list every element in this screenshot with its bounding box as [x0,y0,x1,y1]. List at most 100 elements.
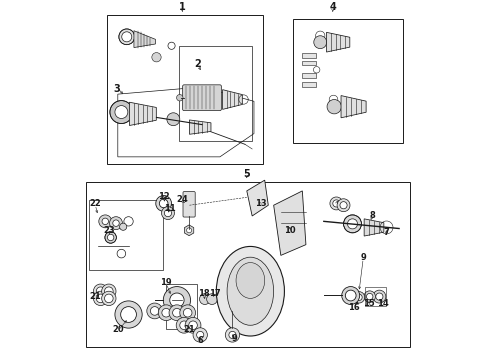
Text: 24: 24 [176,195,188,204]
Circle shape [167,113,180,126]
Circle shape [314,36,327,49]
Circle shape [97,287,105,296]
Ellipse shape [236,262,265,298]
Circle shape [196,331,204,338]
Text: 9: 9 [360,253,366,262]
Circle shape [104,287,113,296]
Text: 11: 11 [164,204,175,213]
Polygon shape [134,31,155,48]
Circle shape [330,197,343,210]
Circle shape [158,305,174,321]
Circle shape [187,228,192,233]
FancyBboxPatch shape [302,82,316,87]
Circle shape [345,290,356,301]
Ellipse shape [216,247,284,336]
Circle shape [156,195,171,211]
Text: 17: 17 [209,288,221,297]
Text: 5: 5 [244,169,250,179]
Circle shape [356,294,362,301]
Text: 20: 20 [112,325,123,334]
Text: 21: 21 [184,325,196,334]
Text: 16: 16 [348,303,360,312]
Circle shape [180,305,196,321]
FancyBboxPatch shape [183,85,221,111]
Text: 18: 18 [198,288,210,297]
Circle shape [189,321,197,329]
Circle shape [147,303,163,319]
Circle shape [342,287,360,305]
Circle shape [162,207,174,220]
Text: 21: 21 [89,292,101,301]
Circle shape [122,32,132,42]
Circle shape [94,284,108,298]
Text: 1: 1 [179,2,186,12]
Text: 4: 4 [329,2,336,12]
Text: 9: 9 [231,334,237,343]
Circle shape [164,210,171,217]
Circle shape [163,287,191,314]
Circle shape [115,105,128,118]
Circle shape [364,291,375,302]
Polygon shape [326,32,350,52]
Text: 22: 22 [89,199,101,208]
Polygon shape [341,95,366,118]
Polygon shape [364,219,384,236]
Circle shape [193,328,207,342]
FancyBboxPatch shape [302,53,316,58]
Circle shape [97,294,105,303]
Bar [179,46,252,141]
Text: 14: 14 [377,299,389,308]
Circle shape [340,202,347,209]
Bar [365,287,386,306]
Text: 3: 3 [114,84,121,94]
Circle shape [113,220,119,226]
Circle shape [94,291,108,306]
Polygon shape [222,90,243,109]
Text: 10: 10 [284,226,295,235]
Circle shape [104,294,113,303]
Circle shape [169,305,185,321]
Text: 2: 2 [195,59,201,69]
Circle shape [199,294,210,305]
Circle shape [99,215,112,228]
Circle shape [172,309,181,317]
Polygon shape [129,102,156,126]
Circle shape [107,234,114,241]
Circle shape [150,307,159,315]
Text: 15: 15 [363,299,374,308]
Polygon shape [190,120,211,134]
Circle shape [337,199,350,212]
Circle shape [183,309,192,317]
Circle shape [110,217,122,230]
FancyBboxPatch shape [302,61,316,66]
Circle shape [110,100,133,123]
Circle shape [159,199,168,208]
Circle shape [176,95,183,101]
Polygon shape [274,191,306,255]
Circle shape [162,309,171,317]
Circle shape [225,328,240,342]
Bar [166,284,196,329]
Circle shape [101,291,116,306]
Circle shape [367,293,373,300]
Text: 19: 19 [160,278,172,287]
Circle shape [376,293,383,300]
Circle shape [101,284,116,298]
Bar [107,15,263,164]
Circle shape [229,331,236,338]
Circle shape [327,99,342,114]
Polygon shape [247,180,269,216]
Circle shape [180,321,188,329]
Circle shape [373,290,386,303]
Circle shape [207,294,218,305]
Circle shape [120,223,127,230]
Text: 8: 8 [369,211,375,220]
Circle shape [333,200,340,207]
Ellipse shape [227,257,274,325]
Circle shape [115,301,142,328]
Circle shape [176,318,192,333]
Circle shape [121,307,136,323]
Circle shape [353,292,365,303]
Text: 13: 13 [255,199,267,208]
Text: 12: 12 [158,192,170,201]
